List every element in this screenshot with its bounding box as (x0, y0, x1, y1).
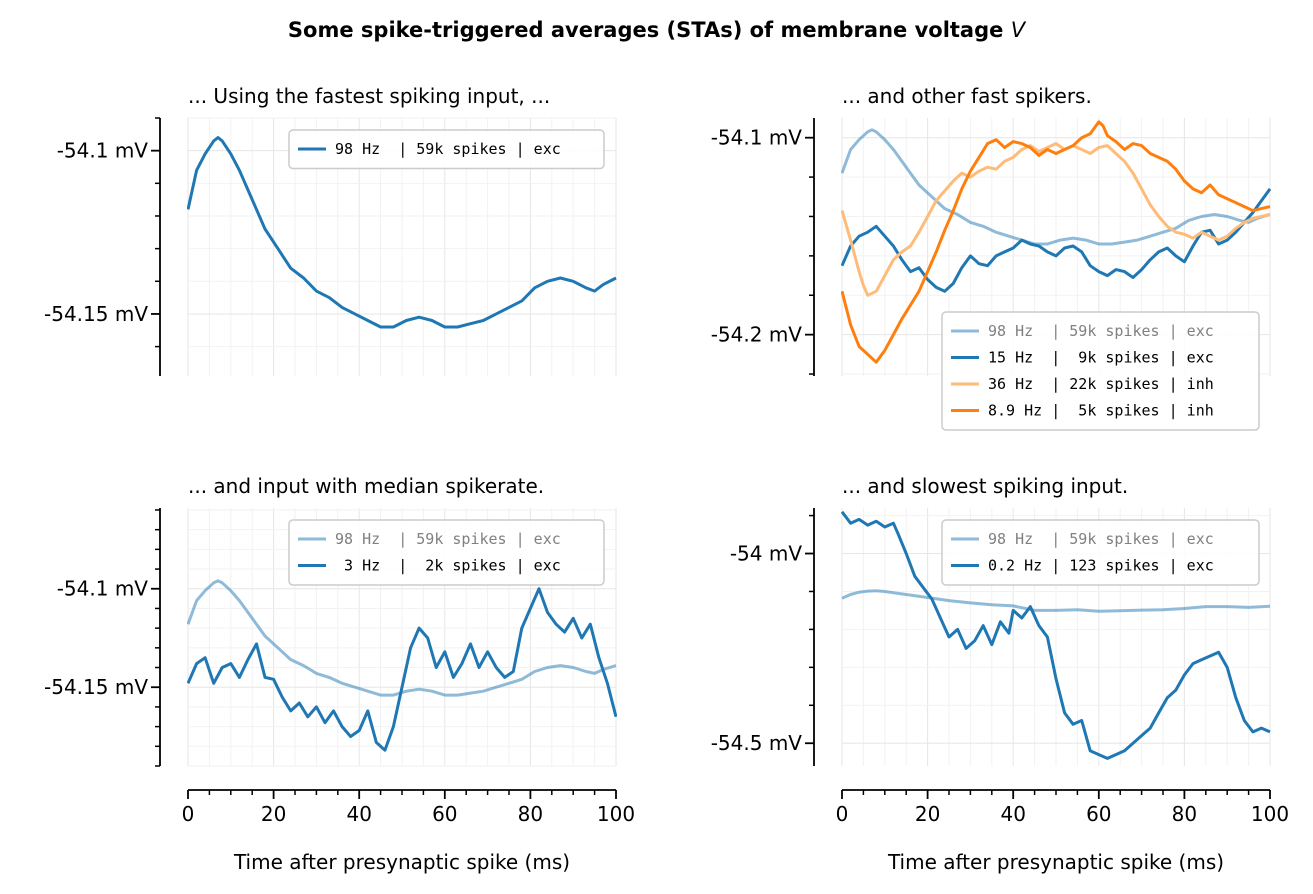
x-tick-label: 100 (597, 802, 635, 826)
panel-title: ... and slowest spiking input. (842, 474, 1128, 498)
series-group (841, 120, 1271, 364)
legend-box (288, 129, 605, 170)
x-tick-label: 80 (1172, 802, 1197, 826)
legend-label: 0.2 Hz | 123 spikes | exc (988, 557, 1214, 575)
series-line-4 (841, 120, 1271, 364)
x-tick-label: 40 (346, 802, 371, 826)
legend-box (941, 519, 1260, 586)
panel-title: ... and input with median spikerate. (188, 474, 544, 498)
x-tick-label: 100 (1251, 802, 1289, 826)
legend-label: 98 Hz | 59k spikes | exc (335, 530, 561, 548)
series-group (187, 579, 617, 752)
y-tick-label: -54.1 mV (57, 577, 149, 601)
series-line-3 (841, 142, 1271, 297)
x-tick-label: 20 (261, 802, 286, 826)
panel-1: -54.1 mV -54.15 mV ... Using the fastest s… (44, 84, 617, 376)
series-line-2 (187, 587, 617, 752)
series-line-1 (841, 128, 1271, 246)
legend-box (288, 519, 605, 586)
y-tick-label: -54.5 mV (711, 731, 803, 755)
x-axis-label: Time after presynaptic spike (ms) (233, 850, 570, 874)
y-tick-label: -54.2 mV (711, 323, 803, 347)
suptitle-variable: V (1010, 18, 1026, 42)
x-tick-label: 80 (518, 802, 543, 826)
legend-label: 98 Hz | 59k spikes | exc (335, 140, 561, 158)
legend-label: 98 Hz | 59k spikes | exc (988, 322, 1214, 340)
y-tick-label: -54.1 mV (711, 126, 803, 150)
x-tick-label: 0 (836, 802, 849, 826)
series-line-1 (187, 136, 617, 329)
y-tick-label: -54.1 mV (57, 139, 149, 163)
series-line-1 (841, 589, 1271, 613)
legend-box (941, 311, 1260, 431)
x-axis-label: Time after presynaptic spike (ms) (887, 850, 1224, 874)
x-tick-label: 20 (915, 802, 940, 826)
figure-suptitle: Some spike-triggered averages (STAs) of … (0, 18, 1313, 42)
panel-3: -54.1 mV -54.15 mV 0 20 40 60 80 100 Time after … (44, 474, 635, 874)
x-tick-label: 0 (182, 802, 195, 826)
x-tick-label: 60 (1086, 802, 1111, 826)
x-tick-label: 40 (1000, 802, 1025, 826)
series-group (187, 136, 617, 329)
series-line-2 (841, 510, 1271, 760)
y-tick-label: -54.15 mV (44, 302, 148, 326)
panel-title: ... and other fast spikers. (842, 84, 1092, 108)
series-group (841, 510, 1271, 760)
panel-4: -54 mV -54.5 mV 0 20 40 60 80 100 Time after pre… (711, 474, 1289, 874)
legend-label: 15 Hz | 9k spikes | exc (988, 349, 1214, 367)
legend-label: 98 Hz | 59k spikes | exc (988, 530, 1214, 548)
panel-2: -54.1 mV -54.2 mV ... and other fast spike… (711, 84, 1271, 431)
legend-label: 8.9 Hz | 5k spikes | inh (988, 402, 1214, 420)
legend-label: 3 Hz | 2k spikes | exc (335, 557, 561, 575)
panel-title: ... Using the fastest spiking input, ... (188, 84, 550, 108)
series-line-1 (187, 579, 617, 697)
series-line-2 (841, 188, 1271, 293)
x-tick-label: 60 (432, 802, 457, 826)
legend-label: 36 Hz | 22k spikes | inh (988, 375, 1214, 393)
suptitle-text: Some spike-triggered averages (STAs) of … (287, 18, 1004, 42)
y-tick-label: -54.15 mV (44, 675, 148, 699)
y-tick-label: -54 mV (730, 542, 803, 566)
